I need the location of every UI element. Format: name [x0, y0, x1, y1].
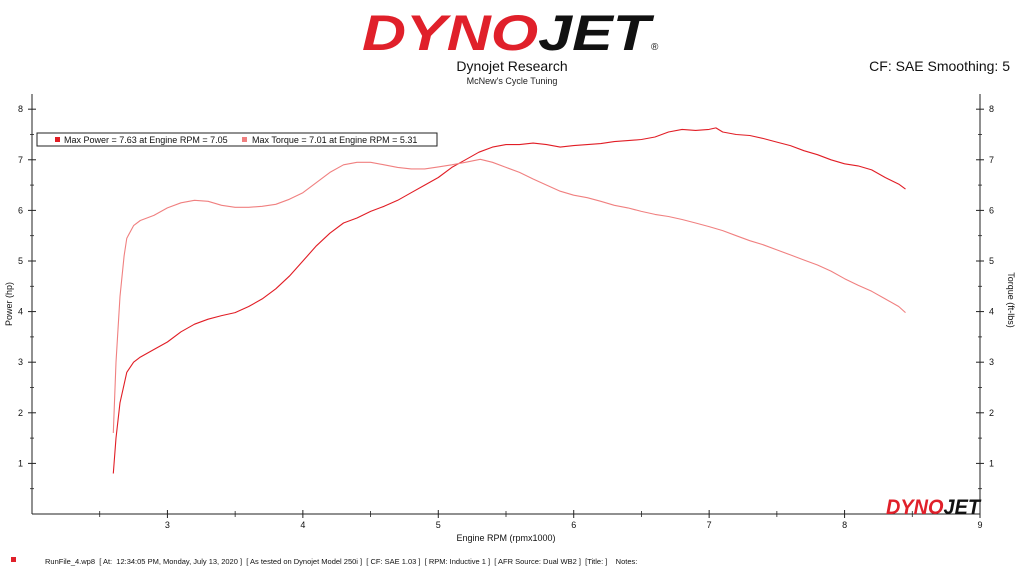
- torque-curve: [112, 158, 906, 434]
- chart-subtitle: McNew's Cycle Tuning: [466, 76, 558, 86]
- x-tick-label: 6: [571, 520, 576, 530]
- x-tick-label: 9: [977, 520, 982, 530]
- legend-box: [36, 132, 438, 147]
- dynojet-logo: DYNO JET ®: [362, 6, 659, 54]
- legend-label-torque: Max Torque = 7.01 at Engine RPM = 5.31: [252, 135, 417, 145]
- y-tick-label-left: 8: [18, 104, 23, 114]
- x-tick-label: 7: [707, 520, 712, 530]
- y-tick-label-right: 7: [989, 155, 994, 165]
- y-tick-label-left: 3: [18, 357, 23, 367]
- y-tick-label-right: 6: [989, 205, 994, 215]
- y-tick-label-right: 4: [989, 307, 994, 317]
- x-tick-label: 4: [300, 520, 305, 530]
- y-tick-label-left: 6: [18, 205, 23, 215]
- svg-text:DYNOJET: DYNOJET: [886, 496, 982, 519]
- y-tick-label-left: 4: [18, 307, 23, 317]
- svg-text:DYNOJET: DYNOJET: [362, 6, 655, 54]
- legend-label-power: Max Power = 7.63 at Engine RPM = 7.05: [64, 135, 228, 145]
- y-tick-label-right: 1: [989, 458, 994, 468]
- plot-area: [32, 94, 980, 514]
- y-tick-label-left: 5: [18, 256, 23, 266]
- legend-swatch-power: [55, 137, 60, 142]
- run-file-info: RunFile_4.wp8 [ At: 12:34:05 PM, Monday,…: [45, 557, 638, 566]
- watermark-logo: DYNOJET: [886, 496, 982, 519]
- x-tick-label: 8: [842, 520, 847, 530]
- y-tick-label-left: 2: [18, 408, 23, 418]
- y-tick-label-right: 5: [989, 256, 994, 266]
- y-tick-label-right: 2: [989, 408, 994, 418]
- series-lines: [112, 127, 906, 474]
- power-curve: [112, 127, 906, 474]
- legend-swatch-torque: [242, 137, 247, 142]
- chart-title: Dynojet Research: [456, 58, 568, 74]
- axes: 1 1 2 2 3 3 4 4 5 5 6 6 7 7 8 8 3 4 5 6 7 8 9: [18, 94, 994, 530]
- legend: Max Power = 7.63 at Engine RPM = 7.05 Ma…: [36, 132, 438, 147]
- x-tick-label: 3: [165, 520, 170, 530]
- correction-factor-info: CF: SAE Smoothing: 5: [869, 58, 1010, 74]
- y-tick-label-left: 1: [18, 458, 23, 468]
- y-axis-title-right: Torque (ft-lbs): [1006, 272, 1016, 328]
- y-axis-title-left: Power (hp): [4, 282, 14, 326]
- x-tick-label: 5: [436, 520, 441, 530]
- y-tick-label-left: 7: [18, 155, 23, 165]
- svg-text:®: ®: [651, 42, 659, 53]
- y-tick-label-right: 3: [989, 357, 994, 367]
- x-axis-title: Engine RPM (rpmx1000): [456, 533, 555, 543]
- footer-marker-icon: [11, 557, 16, 562]
- y-tick-label-right: 8: [989, 104, 994, 114]
